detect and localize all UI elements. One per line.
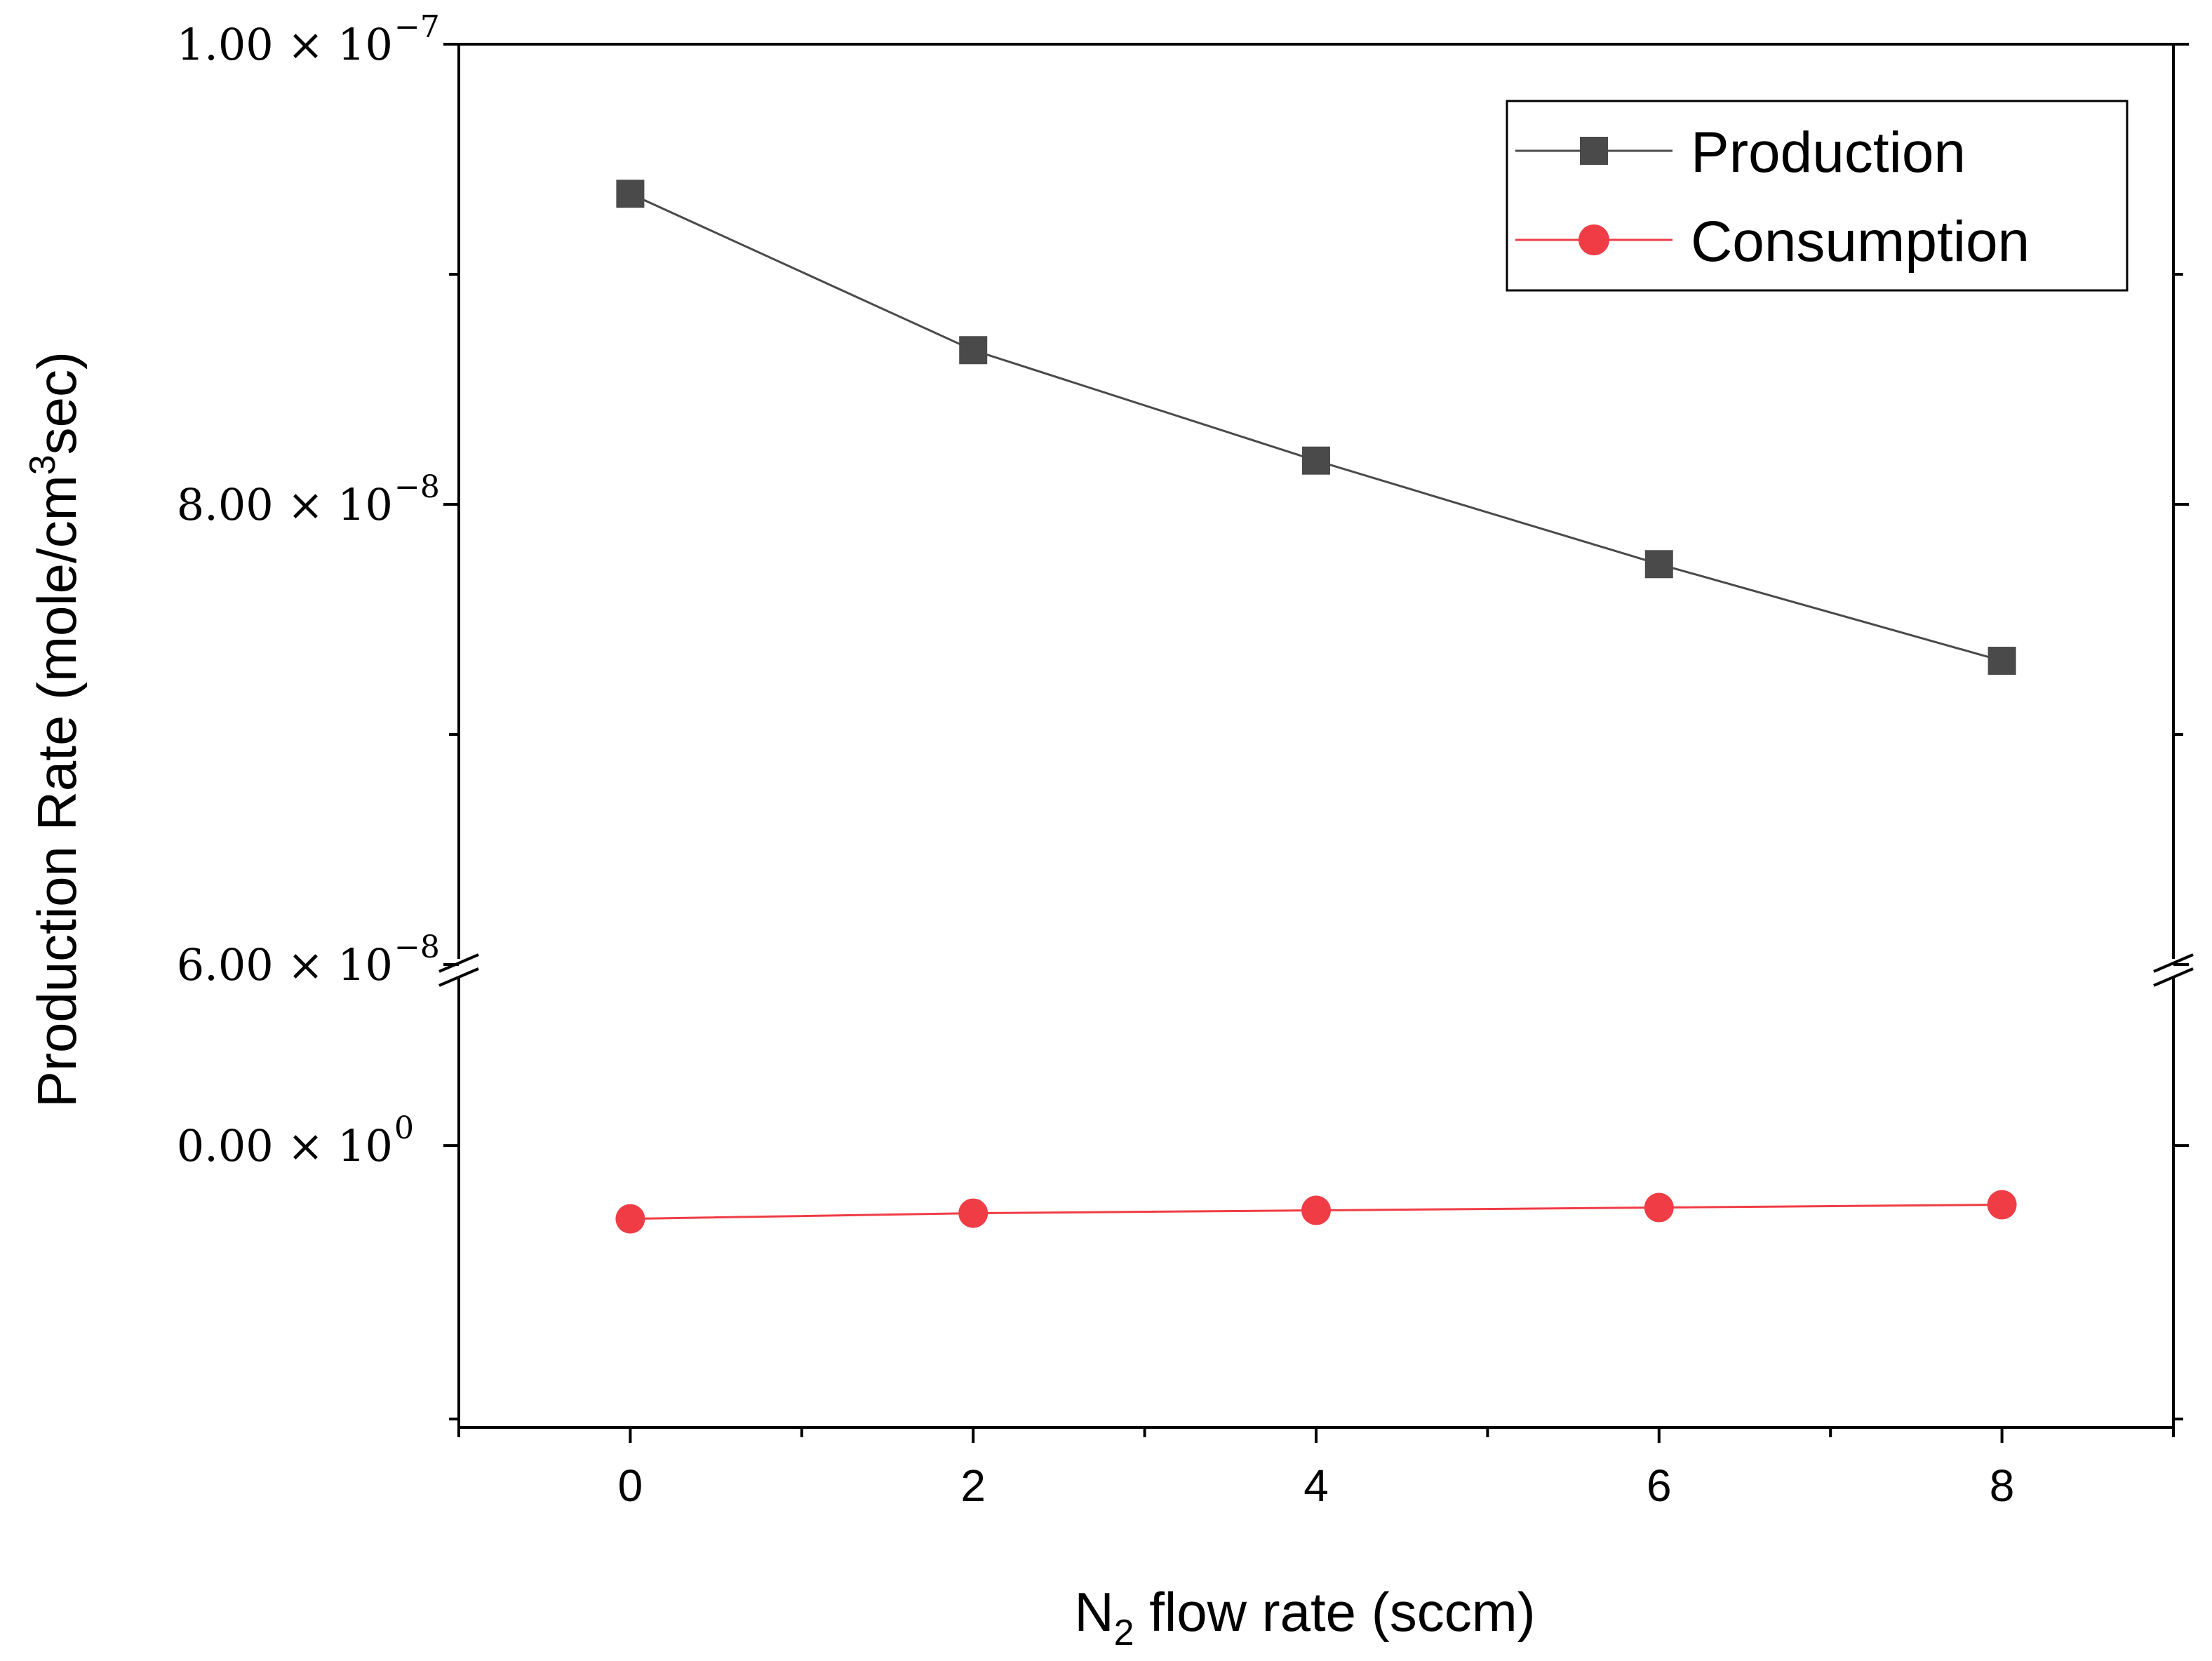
axis-break-mark — [438, 967, 479, 987]
data-point-consumption — [615, 1204, 645, 1234]
x-axis-label: N2 flow rate (sccm) — [1074, 1581, 1535, 1653]
data-point-production — [1644, 550, 1673, 579]
y-tick-mantissa: 0.00 × 10 — [177, 1120, 393, 1171]
axis-break-mark — [438, 953, 479, 973]
data-point-production — [1988, 647, 2016, 675]
data-point-consumption — [1301, 1195, 1331, 1225]
axis-break-mark — [2153, 967, 2194, 987]
data-point-production — [959, 336, 988, 365]
x-tick-label: 0 — [618, 1460, 643, 1511]
data-point-consumption — [1987, 1190, 2017, 1220]
data-point-consumption — [1644, 1192, 1674, 1223]
y-tick-mantissa: 1.00 × 10 — [177, 19, 393, 70]
x-tick-label: 2 — [960, 1460, 986, 1511]
x-axis-label-main: N — [1074, 1581, 1113, 1643]
x-tick-label: 4 — [1303, 1460, 1329, 1511]
plot-frame — [457, 43, 2175, 1429]
data-point-production — [616, 180, 645, 208]
x-axis-label-rest: flow rate (sccm) — [1134, 1581, 1536, 1643]
legend-production-marker — [1580, 137, 1608, 165]
y-axis-label-main: Production Rate (mole/cm — [26, 475, 88, 1108]
y-tick-label: 6.00 × 10 — [177, 939, 393, 990]
y-tick-mantissa: 8.00 × 10 — [177, 479, 393, 530]
x-axis-label-subscript: 2 — [1114, 1613, 1134, 1653]
y-tick-label: 0.00 × 10 — [177, 1120, 393, 1171]
y-tick-exponent: −8 — [394, 929, 440, 965]
y-tick-exponent: 0 — [394, 1110, 414, 1146]
legend-consumption-marker — [1578, 224, 1609, 255]
y-axis-label-superscript: 3 — [22, 455, 63, 475]
axis-break-marks — [438, 953, 2194, 987]
legend: Production Consumption — [1506, 100, 2129, 292]
y-axis-label: Production Rate (mole/cm3sec) — [22, 351, 88, 1108]
x-tick-label: 8 — [1990, 1460, 2015, 1511]
axis-break-mark — [2153, 953, 2194, 973]
y-tick-labels: 1.00 × 10 −78.00 × 10 −86.00 × 10 −80.00 × … — [177, 9, 440, 1171]
y-tick-exponent: −8 — [394, 469, 440, 505]
data-point-consumption — [958, 1198, 988, 1228]
y-tick-exponent: −7 — [394, 9, 440, 45]
data-point-production — [1302, 446, 1330, 475]
y-tick-mantissa: 6.00 × 10 — [177, 939, 393, 990]
x-tick-labels: 0 2 4 6 8 — [618, 1460, 2015, 1511]
legend-box — [1506, 100, 2129, 292]
x-tick-label: 6 — [1647, 1460, 1672, 1511]
y-tick-label: 1.00 × 10 — [177, 19, 393, 70]
y-axis-label-rest: sec) — [26, 351, 88, 455]
legend-consumption-label: Consumption — [1691, 210, 2030, 274]
y-tick-label: 8.00 × 10 — [177, 479, 393, 530]
series-layer — [615, 180, 2017, 1234]
legend-production-label: Production — [1691, 121, 1966, 184]
